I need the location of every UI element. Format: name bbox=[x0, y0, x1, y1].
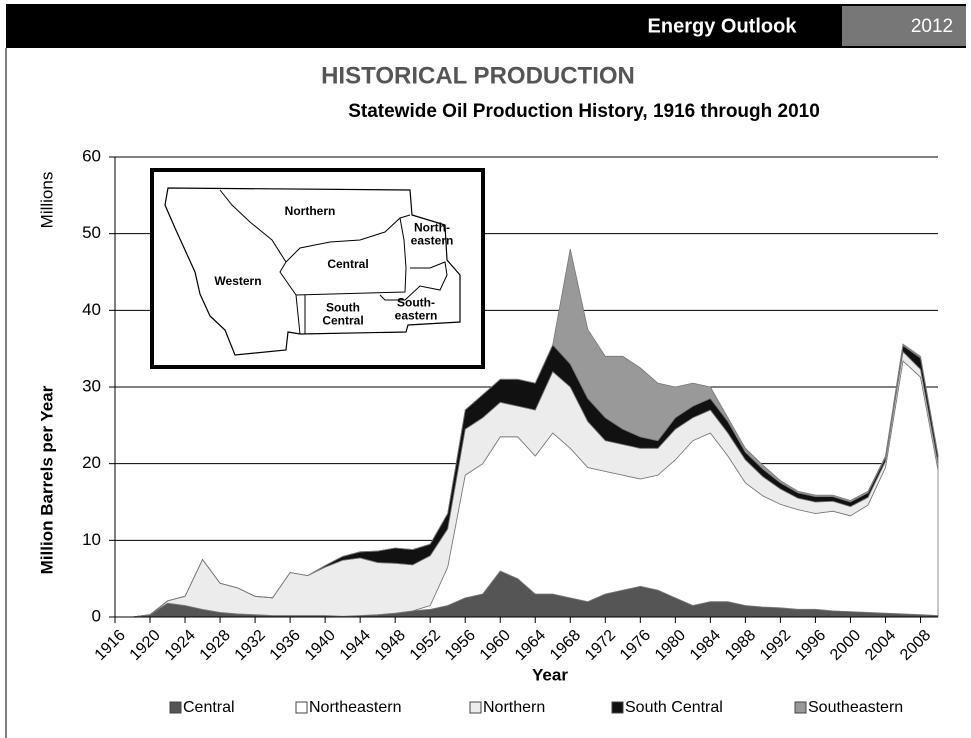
legend-label: Northeastern bbox=[309, 699, 402, 716]
map-label: Western bbox=[214, 274, 261, 288]
legend: Central Northeastern Northern South Central… bbox=[169, 699, 903, 716]
legend-label: South Central bbox=[625, 699, 723, 716]
header-bar bbox=[6, 4, 966, 48]
header-title: Energy Outlook bbox=[648, 15, 798, 37]
y-tick-label: 30 bbox=[82, 376, 101, 395]
x-tick-label: 1948 bbox=[372, 627, 409, 664]
y-tick-label: 50 bbox=[82, 223, 101, 242]
legend-swatch bbox=[469, 701, 482, 714]
x-tick-label: 1932 bbox=[232, 627, 269, 664]
x-tick-label: 1968 bbox=[547, 627, 584, 664]
x-tick-label: 2000 bbox=[827, 627, 864, 664]
region-line bbox=[379, 261, 448, 301]
x-tick-label: 1928 bbox=[197, 627, 234, 664]
area bbox=[115, 248, 939, 618]
legend-swatch bbox=[169, 701, 182, 714]
chart-title: HISTORICAL PRODUCTION bbox=[321, 62, 635, 89]
x-axis-title: Year bbox=[532, 665, 568, 684]
y-tick-label: 10 bbox=[82, 530, 101, 549]
state-outline bbox=[164, 187, 461, 356]
year-box bbox=[842, 6, 966, 46]
x-tick-label: 2008 bbox=[897, 627, 934, 664]
legend-swatch bbox=[295, 701, 308, 714]
x-tick-label: 1976 bbox=[617, 627, 654, 664]
legend-label: Southeastern bbox=[808, 699, 903, 716]
y-axis-title: Million Barrels per Year bbox=[37, 385, 56, 574]
legend-swatch bbox=[794, 701, 807, 714]
x-tick-label: 1984 bbox=[687, 627, 724, 664]
region-line bbox=[219, 189, 301, 335]
map-label: eastern bbox=[411, 234, 454, 248]
map-label: South- bbox=[397, 296, 435, 310]
map-label: Central bbox=[327, 257, 368, 271]
y-tick-label: 40 bbox=[82, 300, 101, 319]
x-tick-label: 1980 bbox=[652, 627, 689, 664]
y-tick-label: 0 bbox=[92, 606, 101, 625]
x-tick-label: 1924 bbox=[162, 627, 199, 664]
x-tick-label: 1964 bbox=[512, 627, 549, 664]
x-tick-label: 1920 bbox=[127, 627, 164, 664]
x-tick-label: 1916 bbox=[92, 627, 129, 664]
x-tick-label: 1972 bbox=[582, 627, 619, 664]
region-line bbox=[295, 217, 407, 296]
x-tick-label: 1944 bbox=[337, 627, 374, 664]
legend-swatch bbox=[611, 701, 624, 714]
map-inset: NorthernNorth-easternWesternCentralSouth… bbox=[150, 168, 485, 369]
y-unit-label: Millions bbox=[37, 172, 56, 229]
map-label: eastern bbox=[395, 309, 438, 323]
x-tick-label: 1996 bbox=[792, 627, 829, 664]
x-tick-label: 1936 bbox=[267, 627, 304, 664]
legend-label: Northern bbox=[483, 699, 545, 716]
y-tick-label: 20 bbox=[82, 453, 101, 472]
x-tick-label: 1952 bbox=[407, 627, 444, 664]
map-label: North- bbox=[414, 221, 450, 235]
x-tick-label: 1960 bbox=[477, 627, 514, 664]
x-tick-label: 1940 bbox=[302, 627, 339, 664]
legend-label: Central bbox=[183, 699, 235, 716]
map-label: Northern bbox=[285, 204, 336, 218]
map-label: South bbox=[326, 301, 360, 315]
y-tick-label: 60 bbox=[82, 146, 101, 165]
map-label: Central bbox=[322, 314, 363, 328]
header-year: 2012 bbox=[911, 16, 953, 37]
x-tick-label: 1992 bbox=[757, 627, 794, 664]
x-tick-label: 1988 bbox=[722, 627, 759, 664]
chart-subtitle: Statewide Oil Production History, 1916 t… bbox=[348, 101, 820, 122]
x-tick-label: 2004 bbox=[862, 627, 899, 664]
x-tick-label: 1956 bbox=[442, 627, 479, 664]
